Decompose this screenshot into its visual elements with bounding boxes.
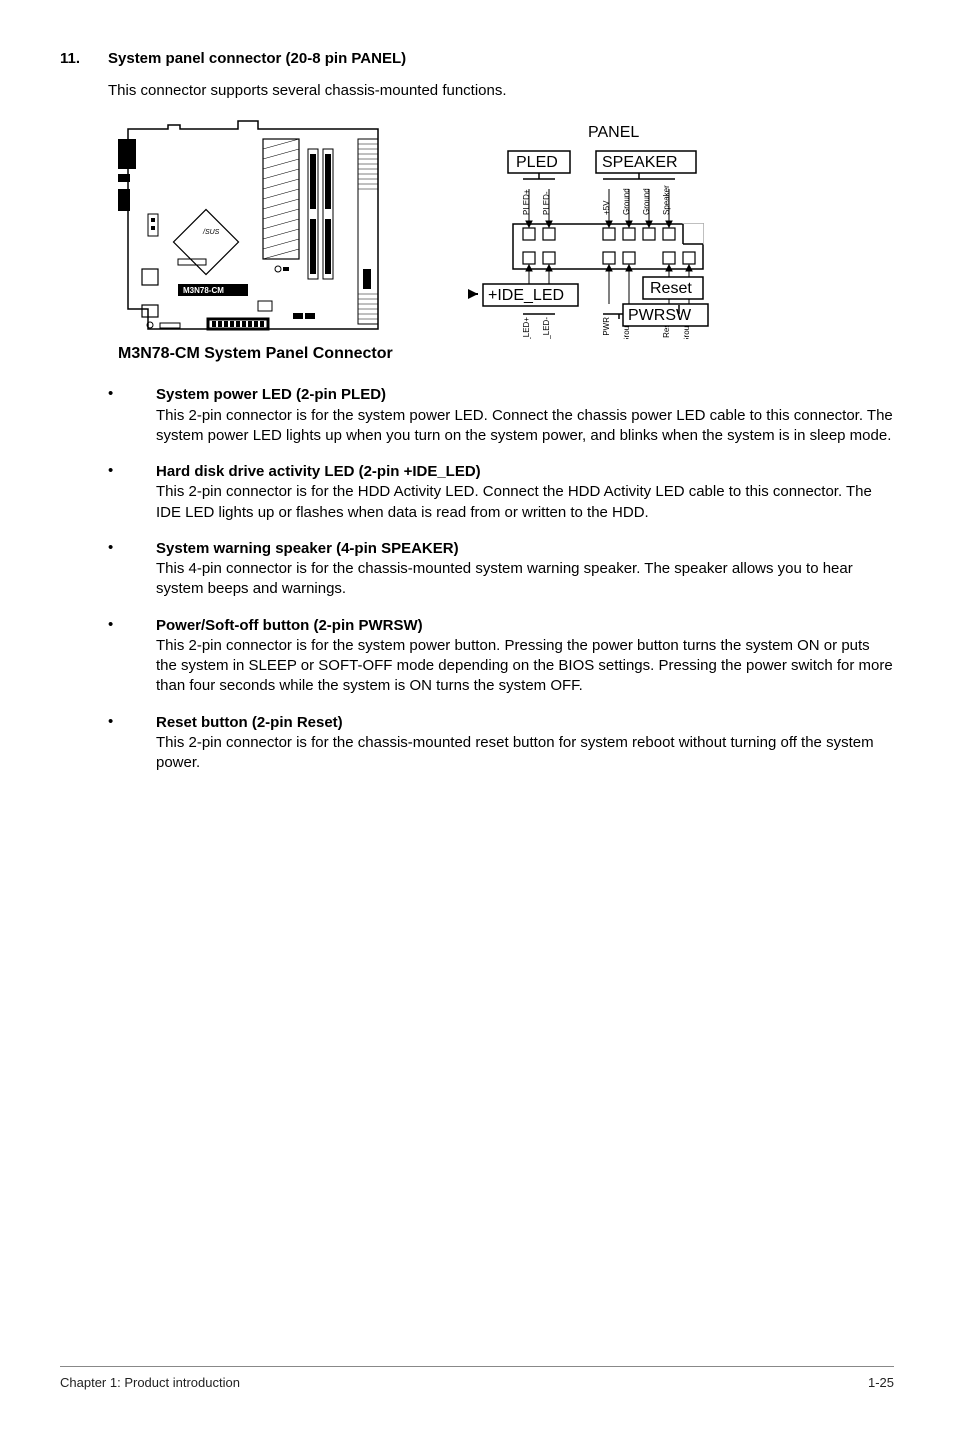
svg-text:M3N78-CM: M3N78-CM: [183, 286, 224, 295]
svg-text:PWRSW: PWRSW: [628, 307, 692, 324]
svg-text:/SUS: /SUS: [202, 229, 220, 236]
bullet-title: System power LED (2-pin PLED): [156, 385, 894, 405]
svg-text:SPEAKER: SPEAKER: [602, 154, 678, 171]
motherboard-schematic: /SUS M3N78-CM: [108, 119, 388, 339]
panel-pinout: PANEL: [468, 119, 808, 339]
bullet-item: • Hard disk drive activity LED (2-pin +I…: [108, 462, 894, 523]
bullet-body: This 2-pin connector is for the system p…: [156, 636, 894, 697]
bullet-body: This 4-pin connector is for the chassis-…: [156, 559, 894, 600]
svg-text:Reset: Reset: [650, 280, 692, 297]
bullet-item: • Power/Soft-off button (2-pin PWRSW) Th…: [108, 616, 894, 697]
bullet-body: This 2-pin connector is for the system p…: [156, 406, 894, 447]
bullet-item: • System warning speaker (4-pin SPEAKER)…: [108, 539, 894, 600]
svg-text:+5V: +5V: [602, 200, 611, 215]
section-header: 11. System panel connector (20-8 pin PAN…: [60, 50, 894, 67]
intro-text: This connector supports several chassis-…: [108, 81, 894, 101]
bullet-marker: •: [108, 616, 156, 697]
svg-text:IDE_LED+: IDE_LED+: [522, 317, 531, 339]
svg-text:+IDE_LED: +IDE_LED: [488, 287, 564, 304]
diagram-caption: M3N78-CM System Panel Connector: [118, 345, 894, 363]
bullet-title: System warning speaker (4-pin SPEAKER): [156, 539, 894, 559]
page-footer: Chapter 1: Product introduction 1-25: [60, 1366, 894, 1390]
bullet-marker: •: [108, 385, 156, 446]
bullet-marker: •: [108, 713, 156, 774]
section-number: 11.: [60, 50, 108, 67]
bullet-item: • Reset button (2-pin Reset) This 2-pin …: [108, 713, 894, 774]
bullet-title: Reset button (2-pin Reset): [156, 713, 894, 733]
bullet-marker: •: [108, 462, 156, 523]
footer-right: 1-25: [868, 1375, 894, 1390]
diagram: /SUS M3N78-CM: [108, 119, 894, 363]
bullet-list: • System power LED (2-pin PLED) This 2-p…: [108, 385, 894, 773]
svg-text:IDE_LED-: IDE_LED-: [542, 317, 551, 339]
bullet-marker: •: [108, 539, 156, 600]
bullet-body: This 2-pin connector is for the chassis-…: [156, 733, 894, 774]
svg-text:PLED: PLED: [516, 154, 558, 171]
bullet-body: This 2-pin connector is for the HDD Acti…: [156, 482, 894, 523]
svg-text:PWR: PWR: [602, 317, 611, 336]
bullet-item: • System power LED (2-pin PLED) This 2-p…: [108, 385, 894, 446]
section-title: System panel connector (20-8 pin PANEL): [108, 50, 406, 67]
bullet-title: Hard disk drive activity LED (2-pin +IDE…: [156, 462, 894, 482]
svg-text:PLED+: PLED+: [522, 189, 531, 215]
svg-text:Speaker: Speaker: [662, 185, 671, 215]
svg-text:Ground: Ground: [642, 189, 651, 216]
svg-text:Ground: Ground: [622, 189, 631, 216]
svg-text:PANEL: PANEL: [588, 124, 639, 141]
footer-left: Chapter 1: Product introduction: [60, 1375, 240, 1390]
svg-text:PLED-: PLED-: [542, 191, 551, 215]
bullet-title: Power/Soft-off button (2-pin PWRSW): [156, 616, 894, 636]
